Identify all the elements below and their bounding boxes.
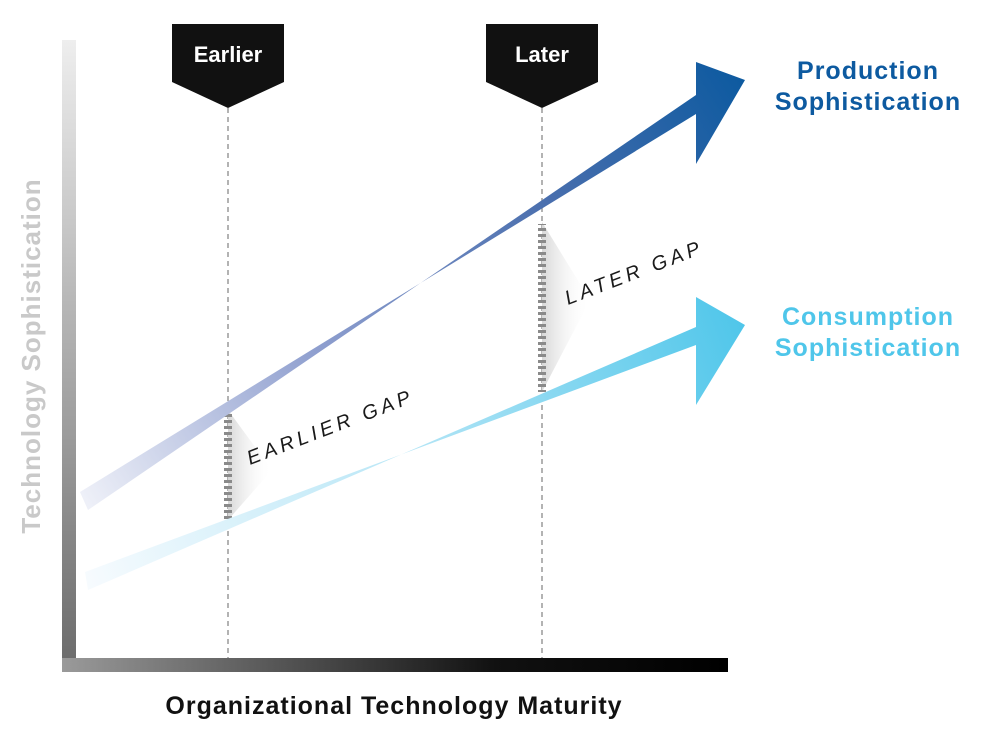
earlier-marker: Earlier <box>172 24 284 108</box>
consumption-label-line2: Sophistication <box>775 334 961 362</box>
y-axis-label: Technology Sophistication <box>16 178 46 533</box>
later-gap-label: LATER GAP <box>562 237 707 310</box>
earlier-marker-label: Earlier <box>194 42 263 67</box>
consumption-arrow <box>85 297 745 590</box>
production-label: Production Sophistication <box>775 57 961 116</box>
production-label-line1: Production <box>797 57 939 85</box>
earlier-gap-bar <box>224 412 232 520</box>
consumption-label-line1: Consumption <box>782 303 954 331</box>
x-axis <box>62 658 728 672</box>
later-marker-label: Later <box>515 42 569 67</box>
later-gap-wedge <box>542 222 590 392</box>
production-label-line2: Sophistication <box>775 88 961 116</box>
x-axis-label: Organizational Technology Maturity <box>165 692 622 720</box>
y-axis <box>62 40 76 672</box>
earlier-gap-wedge <box>228 410 272 520</box>
consumption-label: Consumption Sophistication <box>775 303 961 362</box>
production-arrow <box>80 62 745 510</box>
later-marker: Later <box>486 24 598 108</box>
earlier-gap-label: EARLIER GAP <box>244 386 417 470</box>
later-gap-bar <box>538 224 546 392</box>
